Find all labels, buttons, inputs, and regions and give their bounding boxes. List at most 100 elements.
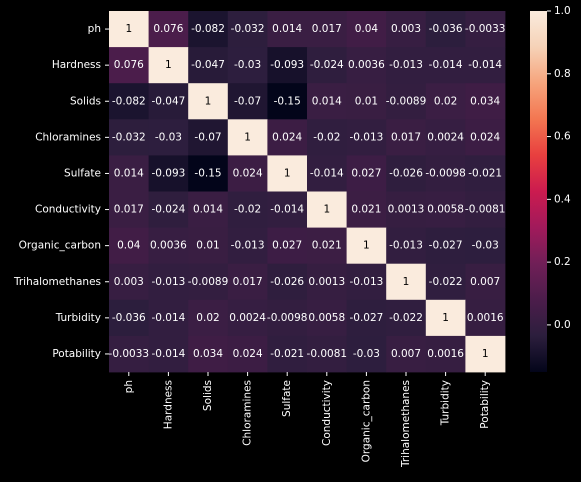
heatmap-cell xyxy=(188,191,229,228)
heatmap-cell xyxy=(425,155,466,192)
cell-value-label: 0.024 xyxy=(272,131,302,143)
x-tick-label: Organic_carbon xyxy=(360,380,372,462)
cell-value-label: 1 xyxy=(323,204,330,216)
heatmap-cell xyxy=(267,83,308,120)
y-tick-labels: ph Hardness Solids Chloramines Sulfate Conduc… xyxy=(13,23,109,360)
heatmap-cell xyxy=(307,263,347,301)
cell-value-label: -0.013 xyxy=(151,276,185,288)
heatmap-cell xyxy=(386,83,427,120)
y-tick-label: ph xyxy=(88,23,101,35)
heatmap-cell xyxy=(346,263,387,301)
heatmap-cell xyxy=(109,11,149,48)
y-tick-label: Sulfate xyxy=(64,167,101,179)
cell-value-label: 0.017 xyxy=(312,23,342,35)
cell-value-label: 0.04 xyxy=(117,240,141,252)
x-tick-label: ph xyxy=(123,380,135,393)
cell-value-label: -0.032 xyxy=(112,131,146,143)
cell-value-label: 0.0016 xyxy=(467,312,504,324)
cell-value-label: 0.021 xyxy=(312,240,342,252)
cell-value-label: -0.03 xyxy=(155,131,182,143)
cell-value-label: -0.093 xyxy=(151,167,185,179)
x-tick-label: Trihalomethanes xyxy=(400,380,412,468)
cell-value-label: -0.0089 xyxy=(386,95,427,107)
cell-value-label: 1 xyxy=(205,95,212,107)
cell-value-label: -0.014 xyxy=(151,312,185,324)
heatmap-cell xyxy=(109,47,149,84)
cell-value-label: -0.082 xyxy=(191,23,225,35)
heatmap-cell xyxy=(188,119,229,156)
cell-value-label: -0.03 xyxy=(353,348,380,360)
heatmap-cell xyxy=(425,47,466,84)
heatmap-cell xyxy=(188,263,229,301)
x-tick-label: Hardness xyxy=(162,380,174,429)
heatmap-cell xyxy=(465,11,506,48)
cell-value-label: -0.024 xyxy=(151,204,185,216)
cell-value-label: 1 xyxy=(403,276,410,288)
cell-value-label: -0.036 xyxy=(112,312,146,324)
heatmap-cell xyxy=(227,227,268,265)
heatmap-cell xyxy=(267,11,308,48)
colorbar-tick-label: 0.2 xyxy=(554,256,571,268)
x-tick-labels: ph Hardness Solids Chloramines Sulfate Conduc… xyxy=(123,372,491,468)
heatmap-cell xyxy=(227,83,268,120)
heatmap-cell xyxy=(227,299,268,337)
y-tick-label: Solids xyxy=(70,95,101,107)
heatmap-cell xyxy=(267,335,308,373)
heatmap-cell xyxy=(109,227,149,265)
heatmap-cell xyxy=(425,119,466,156)
heatmap-cell xyxy=(188,335,229,373)
cell-value-label: 1 xyxy=(284,167,291,179)
y-tick-label: Organic_carbon xyxy=(19,240,101,252)
y-tick-label: Chloramines xyxy=(35,131,101,143)
heatmap-cell xyxy=(386,263,427,301)
heatmap-cell xyxy=(465,83,506,120)
heatmap-cell xyxy=(109,335,149,373)
cell-value-label: 0.02 xyxy=(196,312,219,324)
heatmap-cell xyxy=(307,335,347,373)
heatmap-cell xyxy=(307,191,347,228)
cell-value-label: -0.024 xyxy=(310,59,344,71)
heatmap-cell xyxy=(148,155,189,192)
cell-value-label: 0.024 xyxy=(470,131,500,143)
cell-value-label: 1 xyxy=(363,240,370,252)
cell-value-label: -0.047 xyxy=(191,59,225,71)
heatmap-annotations: 1 0.076 -0.082 -0.032 0.014 0.017 0.04 0.003 -0.… xyxy=(109,23,506,360)
heatmap-cell xyxy=(386,191,427,228)
heatmap-cell xyxy=(346,299,387,337)
cell-value-label: 0.0058 xyxy=(427,204,464,216)
cell-value-label: 0.007 xyxy=(470,276,500,288)
heatmap-cell xyxy=(307,119,347,156)
heatmap-cell xyxy=(188,155,229,192)
cell-value-label: -0.02 xyxy=(234,204,261,216)
heatmap-cell xyxy=(267,119,308,156)
cell-value-label: -0.093 xyxy=(270,59,304,71)
x-tick-label: Turbidity xyxy=(440,380,452,426)
x-tick-label: Chloramines xyxy=(242,380,254,446)
heatmap-cell xyxy=(267,155,308,192)
cell-value-label: 0.034 xyxy=(193,348,223,360)
cell-value-label: -0.0098 xyxy=(425,167,466,179)
cell-value-label: 0.003 xyxy=(391,23,421,35)
cell-value-label: 0.01 xyxy=(355,95,378,107)
cell-value-label: -0.036 xyxy=(429,23,463,35)
cell-value-label: 0.024 xyxy=(233,167,263,179)
cell-value-label: -0.014 xyxy=(429,59,463,71)
heatmap-cell xyxy=(346,11,387,48)
cell-value-label: 0.0036 xyxy=(348,59,385,71)
heatmap-cell xyxy=(307,47,347,84)
y-tick-label: Conductivity xyxy=(35,204,101,216)
heatmap-cell xyxy=(227,263,268,301)
heatmap-cell xyxy=(227,119,268,156)
heatmap-cell xyxy=(465,263,506,301)
cell-value-label: -0.0081 xyxy=(307,348,348,360)
heatmap-cell xyxy=(267,299,308,337)
heatmap-cell xyxy=(465,191,506,228)
heatmap-cell xyxy=(109,119,149,156)
heatmap-cell xyxy=(386,155,427,192)
heatmap-cell xyxy=(267,227,308,265)
heatmap-cell xyxy=(386,11,427,48)
heatmap-cell xyxy=(109,155,149,192)
heatmap-cell xyxy=(227,47,268,84)
heatmap-cell xyxy=(425,335,466,373)
